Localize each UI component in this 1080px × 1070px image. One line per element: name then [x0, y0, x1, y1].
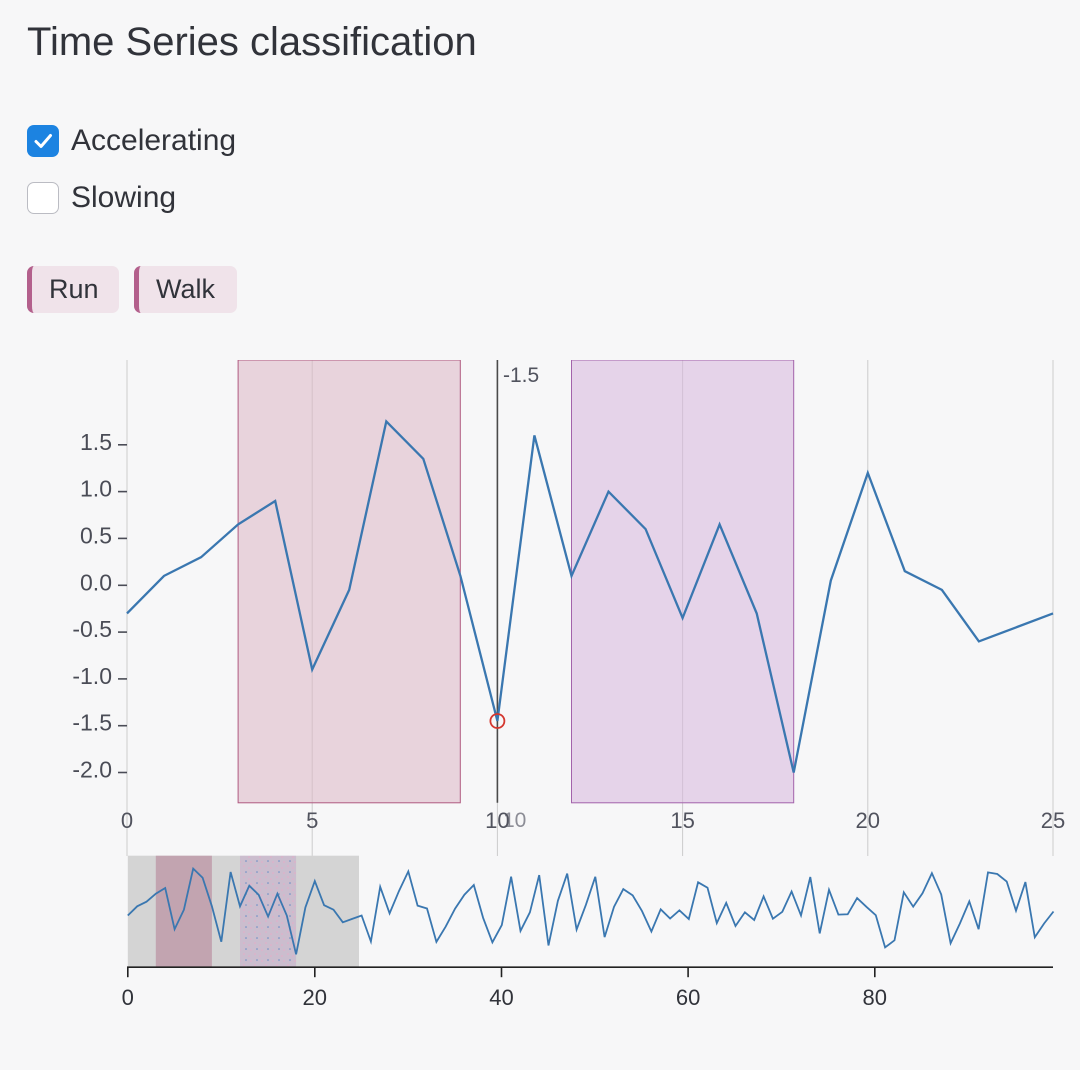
svg-text:80: 80 [863, 985, 887, 1010]
svg-text:40: 40 [489, 985, 513, 1010]
svg-text:0: 0 [122, 985, 134, 1010]
svg-text:-1.0: -1.0 [72, 663, 112, 689]
svg-text:-0.5: -0.5 [72, 616, 112, 642]
svg-text:1.5: 1.5 [80, 429, 112, 455]
svg-text:-1.5: -1.5 [72, 710, 112, 736]
svg-text:0.5: 0.5 [80, 522, 112, 548]
svg-text:20: 20 [303, 985, 327, 1010]
svg-text:0.0: 0.0 [80, 569, 112, 595]
svg-text:-2.0: -2.0 [72, 757, 112, 783]
svg-text:-1.5: -1.5 [503, 364, 539, 387]
svg-text:60: 60 [676, 985, 700, 1010]
svg-text:1.0: 1.0 [80, 476, 112, 502]
